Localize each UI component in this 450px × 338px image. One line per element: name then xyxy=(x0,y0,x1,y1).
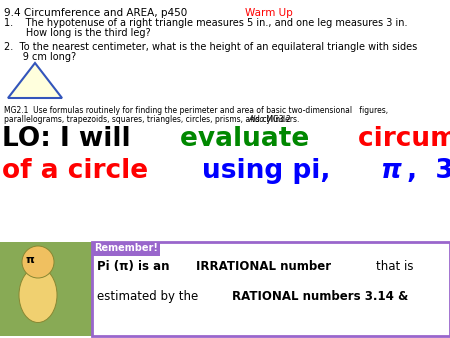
Text: 1.    The hypotenuse of a right triangle measures 5 in., and one leg measures 3 : 1. The hypotenuse of a right triangle me… xyxy=(4,18,408,28)
Text: MG3.2: MG3.2 xyxy=(264,115,291,124)
Text: 9 cm long?: 9 cm long? xyxy=(4,52,76,62)
Text: π: π xyxy=(380,158,401,184)
Text: LO: I will: LO: I will xyxy=(2,126,140,152)
Text: 2.  To the nearest centimeter, what is the height of an equilateral triangle wit: 2. To the nearest centimeter, what is th… xyxy=(4,42,417,52)
Text: Pi (π) is an: Pi (π) is an xyxy=(97,260,174,273)
Text: estimated by the: estimated by the xyxy=(97,290,202,303)
Text: IRRATIONAL number: IRRATIONAL number xyxy=(196,260,335,273)
Text: π: π xyxy=(26,255,34,265)
FancyBboxPatch shape xyxy=(92,242,450,336)
Text: circumference: circumference xyxy=(358,126,450,152)
Text: MG2.1  Use formulas routinely for finding the perimeter and area of basic two-di: MG2.1 Use formulas routinely for finding… xyxy=(4,106,388,115)
Text: Also:: Also: xyxy=(248,115,266,124)
FancyBboxPatch shape xyxy=(0,242,92,336)
Text: that is: that is xyxy=(376,260,413,273)
Text: 9.4 Circumference and AREA, p450: 9.4 Circumference and AREA, p450 xyxy=(4,8,190,18)
Text: parallelograms, trapezoids, squares, triangles, circles, prisms, and cylinders.: parallelograms, trapezoids, squares, tri… xyxy=(4,115,302,124)
Text: Warm Up: Warm Up xyxy=(245,8,292,18)
Text: How long is the third leg?: How long is the third leg? xyxy=(4,28,151,38)
Text: of a circle: of a circle xyxy=(2,158,157,184)
Polygon shape xyxy=(8,63,62,98)
Text: Remember!: Remember! xyxy=(94,243,158,253)
FancyBboxPatch shape xyxy=(92,242,160,256)
Text: evaluate: evaluate xyxy=(180,126,318,152)
Text: ,  3.14 (3 and a: , 3.14 (3 and a xyxy=(407,158,450,184)
Circle shape xyxy=(22,246,54,278)
Text: using pi,: using pi, xyxy=(202,158,340,184)
Text: RATIONAL numbers 3.14 &: RATIONAL numbers 3.14 & xyxy=(233,290,413,303)
Ellipse shape xyxy=(19,267,57,322)
